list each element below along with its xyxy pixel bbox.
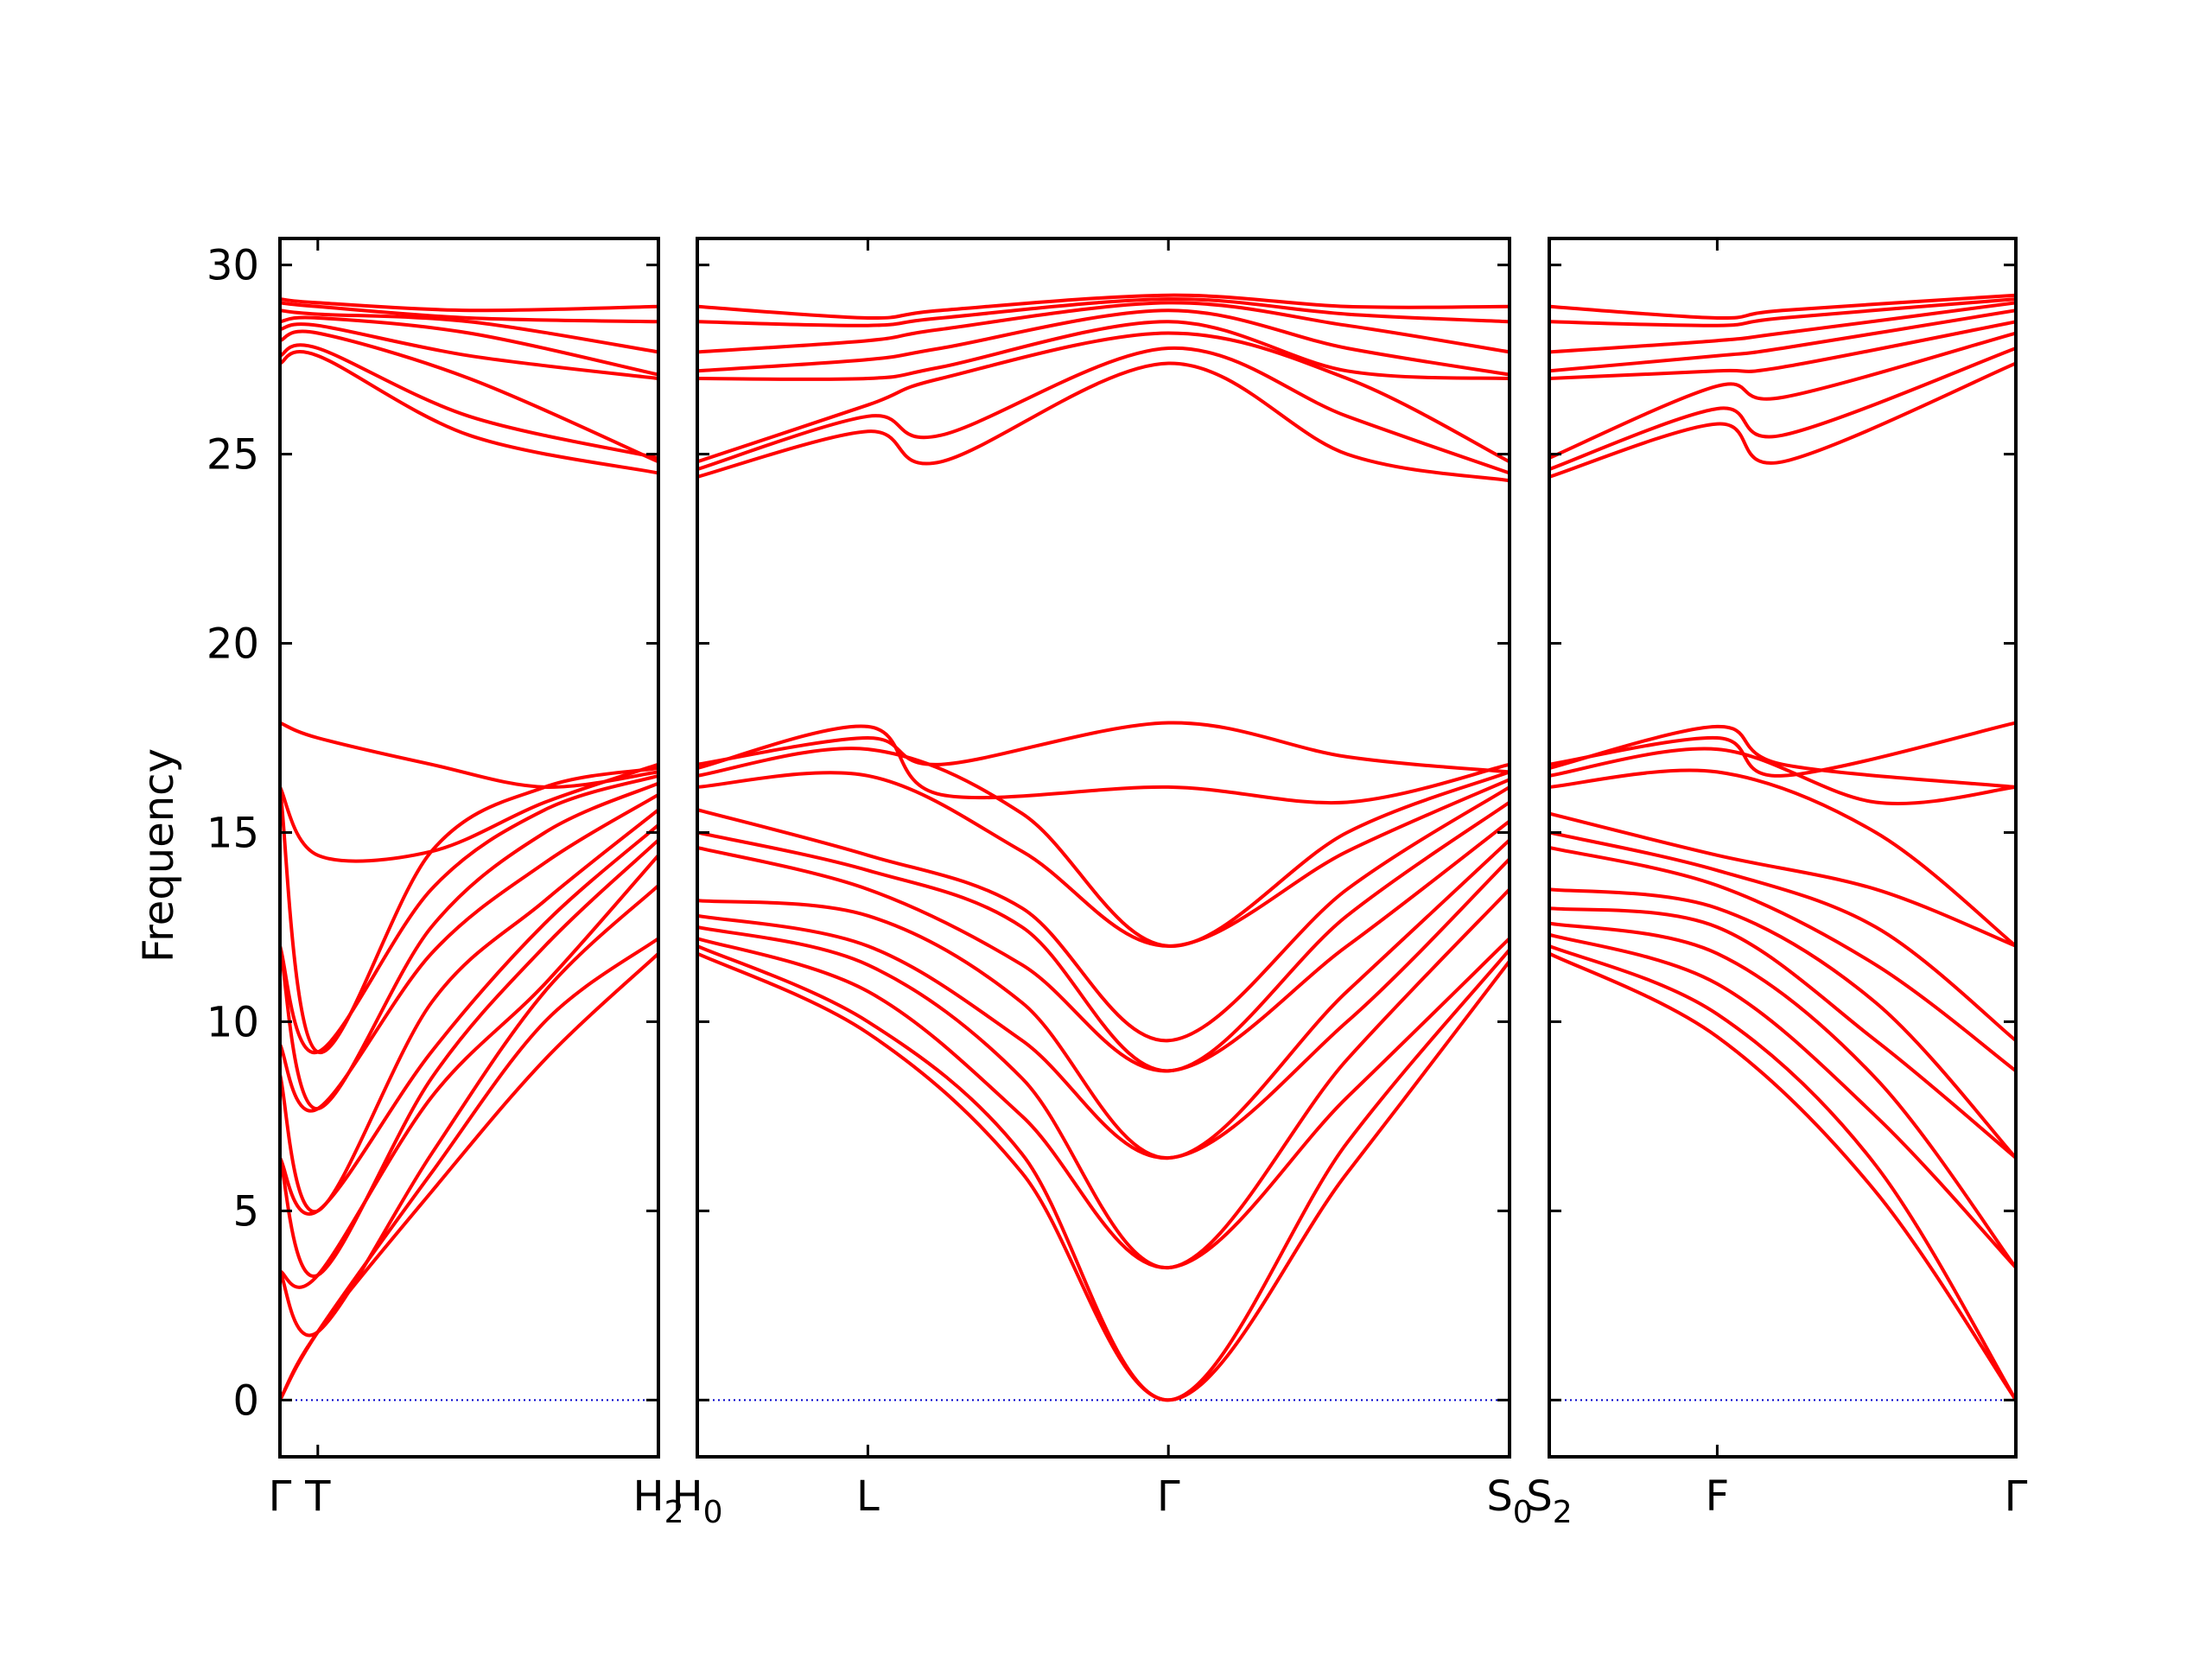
band-line-20 bbox=[1549, 297, 2016, 327]
band-line-12 bbox=[1549, 724, 2016, 789]
band-line-8 bbox=[1549, 830, 2016, 1043]
band-line-12 bbox=[280, 762, 658, 863]
band-line-6 bbox=[1549, 887, 2016, 1160]
x-tick-label: Γ bbox=[269, 1472, 292, 1521]
band-line-17 bbox=[697, 320, 1510, 381]
band-line-4 bbox=[1549, 921, 2016, 1270]
band-line-10 bbox=[1549, 768, 2016, 948]
band-line-20 bbox=[280, 301, 658, 324]
band-line-16 bbox=[697, 331, 1510, 464]
band-line-2 bbox=[697, 944, 1510, 1402]
band-line-10 bbox=[280, 773, 658, 1054]
band-series-group bbox=[697, 293, 1510, 1402]
y-tick-label: 15 bbox=[207, 809, 259, 857]
band-line-16 bbox=[1549, 331, 2016, 460]
band-line-13 bbox=[280, 721, 658, 789]
band-line-11 bbox=[280, 766, 658, 1054]
band-line-9 bbox=[1549, 811, 2016, 948]
y-tick-label: 0 bbox=[232, 1376, 259, 1425]
band-line-20 bbox=[697, 297, 1510, 327]
band-line-19 bbox=[697, 301, 1510, 354]
panel-3: S2 F Γ bbox=[1526, 237, 2028, 1530]
band-line-17 bbox=[280, 322, 658, 380]
band-line-13 bbox=[1549, 721, 2016, 778]
x-tick-label: F bbox=[1706, 1472, 1730, 1521]
band-line-13 bbox=[697, 721, 1510, 774]
y-tick-label: 10 bbox=[207, 998, 259, 1046]
y-tick-label: 5 bbox=[232, 1187, 259, 1236]
y-axis-label: Frequency bbox=[135, 748, 183, 963]
x-tick-label: S2 bbox=[1526, 1472, 1572, 1530]
band-line-8 bbox=[697, 800, 1510, 1073]
panel-frame bbox=[1548, 237, 2018, 1459]
y-tick-labels: 0 5 10 15 20 25 30 bbox=[207, 242, 259, 1426]
x-tick-label: L bbox=[856, 1472, 880, 1521]
band-line-9 bbox=[697, 785, 1510, 1043]
band-line-15 bbox=[697, 346, 1510, 475]
band-line-7 bbox=[697, 819, 1510, 1073]
band-line-2 bbox=[280, 937, 658, 1402]
band-line-19 bbox=[1549, 301, 2016, 354]
y-tick-label: 30 bbox=[207, 242, 259, 290]
band-line-5 bbox=[697, 857, 1510, 1160]
band-series-group bbox=[1549, 293, 2016, 1402]
band-line-9 bbox=[280, 781, 658, 1111]
band-line-14 bbox=[1549, 361, 2016, 479]
band-line-7 bbox=[280, 808, 658, 1214]
band-line-16 bbox=[280, 329, 658, 464]
band-line-4 bbox=[280, 853, 658, 1289]
x-tick-label: Γ bbox=[2005, 1472, 2028, 1521]
band-series-group bbox=[280, 297, 658, 1402]
y-tick-label: 25 bbox=[207, 431, 259, 480]
band-line-17 bbox=[1549, 320, 2016, 380]
panel-2: H0 L Γ S0 bbox=[672, 237, 1533, 1530]
x-tick-label: T bbox=[304, 1472, 331, 1521]
band-line-18 bbox=[697, 308, 1510, 377]
band-line-3 bbox=[697, 937, 1510, 1270]
band-line-15 bbox=[1549, 346, 2016, 472]
band-line-14 bbox=[697, 361, 1510, 483]
band-line-21 bbox=[280, 297, 658, 313]
panel-frame bbox=[278, 237, 660, 1459]
band-line-21 bbox=[697, 293, 1510, 321]
panel-frame bbox=[696, 237, 1511, 1459]
band-line-1 bbox=[697, 951, 1510, 1402]
band-line-2 bbox=[1549, 944, 2016, 1402]
band-line-14 bbox=[280, 350, 658, 475]
band-line-1 bbox=[1549, 951, 2016, 1402]
band-line-7 bbox=[1549, 846, 2016, 1073]
band-line-6 bbox=[697, 838, 1510, 1160]
band-line-5 bbox=[1549, 906, 2016, 1160]
band-line-8 bbox=[280, 792, 658, 1113]
band-line-19 bbox=[280, 308, 658, 354]
y-tick-label: 20 bbox=[207, 620, 259, 669]
band-line-3 bbox=[1549, 932, 2016, 1270]
band-line-12 bbox=[697, 724, 1510, 805]
band-line-4 bbox=[697, 887, 1510, 1270]
band-line-10 bbox=[697, 771, 1510, 948]
band-line-1 bbox=[280, 951, 658, 1402]
panel-1: Γ T H2 bbox=[269, 237, 684, 1530]
band-line-11 bbox=[697, 747, 1510, 948]
band-line-3 bbox=[280, 883, 658, 1338]
band-line-11 bbox=[1549, 747, 2016, 805]
band-line-21 bbox=[1549, 293, 2016, 321]
band-line-6 bbox=[280, 823, 658, 1216]
x-tick-label: S0 bbox=[1486, 1472, 1532, 1530]
band-line-5 bbox=[280, 838, 658, 1278]
band-line-18 bbox=[280, 315, 658, 377]
x-tick-label: Γ bbox=[1157, 1472, 1180, 1521]
band-line-18 bbox=[1549, 308, 2016, 373]
band-line-15 bbox=[280, 343, 658, 460]
